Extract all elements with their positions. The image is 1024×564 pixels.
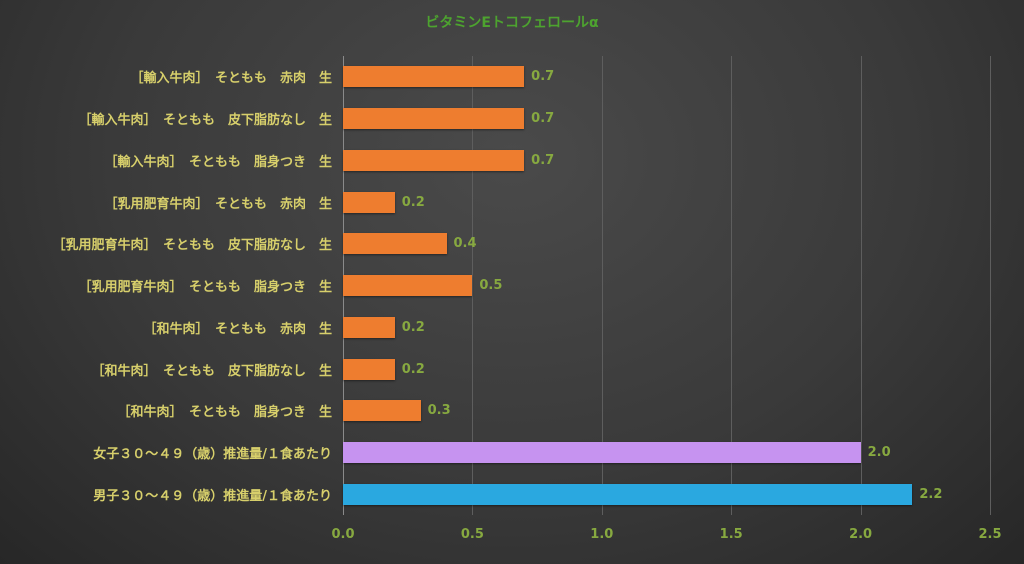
- bar: [343, 358, 395, 380]
- bar: [343, 441, 861, 463]
- category-label: ［和牛肉］ そともも 脂身つき 生: [117, 405, 332, 421]
- value-label: 0.7: [531, 152, 555, 168]
- bar-track: 0.3: [343, 390, 990, 432]
- bar-row: ［和牛肉］ そともも 皮下脂肪なし 生 0.2: [0, 348, 990, 390]
- x-tick-label: 2.0: [849, 527, 873, 542]
- gridline: [731, 56, 733, 515]
- bar: [343, 316, 395, 338]
- value-label: 0.2: [401, 194, 425, 210]
- category-label: ［輸入牛肉］ そともも 皮下脂肪なし 生: [78, 113, 332, 129]
- category-label: ［乳用肥育牛肉］ そともも 皮下脂肪なし 生: [52, 238, 332, 254]
- bar-row: ［乳用肥育牛肉］ そともも 赤肉 生 0.2: [0, 181, 990, 223]
- bar-row: ［輸入牛肉］ そともも 脂身つき 生 0.7: [0, 139, 990, 181]
- bar: [343, 400, 421, 422]
- value-label: 2.0: [867, 444, 891, 460]
- bar-track: 0.7: [343, 56, 990, 98]
- category-label: 女子３０～４９（歳）推進量/１食あたり: [93, 446, 332, 462]
- value-label: 0.5: [479, 278, 503, 294]
- chart-title: ビタミンEトコフェロールα: [425, 15, 599, 31]
- bar-track: 0.5: [343, 265, 990, 307]
- x-tick-label: 2.5: [978, 527, 1002, 542]
- bar: [343, 483, 913, 505]
- bar-row: ［輸入牛肉］ そともも 皮下脂肪なし 生 0.7: [0, 98, 990, 140]
- category-label: ［乳用肥育牛肉］ そともも 赤肉 生: [104, 196, 332, 212]
- x-tick-label: 0.0: [331, 527, 355, 542]
- bar: [343, 275, 473, 297]
- value-label: 2.2: [919, 486, 943, 502]
- bar: [343, 191, 395, 213]
- value-label: 0.3: [427, 403, 451, 419]
- category-label: 男子３０～４９（歳）推進量/１食あたり: [93, 488, 332, 504]
- x-axis: 0.0 0.5 1.0 1.5 2.0 2.5: [331, 527, 1001, 547]
- value-label: 0.7: [531, 111, 555, 127]
- category-label: ［輸入牛肉］ そともも 赤肉 生: [130, 71, 332, 87]
- bar-track: 2.2: [343, 473, 990, 515]
- value-label: 0.2: [401, 361, 425, 377]
- bar-row: ［乳用肥育牛肉］ そともも 皮下脂肪なし 生 0.4: [0, 223, 990, 265]
- category-label: ［和牛肉］ そともも 皮下脂肪なし 生: [91, 363, 332, 379]
- bar-track: 0.7: [343, 139, 990, 181]
- bar-track: 0.7: [343, 98, 990, 140]
- bar-track: 0.2: [343, 348, 990, 390]
- bar: [343, 66, 525, 88]
- gridline: [601, 56, 603, 515]
- bar-track: 0.4: [343, 223, 990, 265]
- value-label: 0.2: [401, 319, 425, 335]
- bar-track: 0.2: [343, 306, 990, 348]
- bar-row: 女子３０～４９（歳）推進量/１食あたり 2.0: [0, 432, 990, 474]
- bar-row: 男子３０～４９（歳）推進量/１食あたり 2.2: [0, 473, 990, 515]
- bar-row: ［乳用肥育牛肉］ そともも 脂身つき 生 0.5: [0, 265, 990, 307]
- bar-rows: ［輸入牛肉］ そともも 赤肉 生 0.7 ［輸入牛肉］ そともも 皮下脂肪なし …: [0, 56, 990, 515]
- bar: [343, 108, 525, 130]
- bar-track: 0.2: [343, 181, 990, 223]
- bar: [343, 149, 525, 171]
- x-tick-label: 1.0: [590, 527, 614, 542]
- gridline: [860, 56, 862, 515]
- x-tick-label: 1.5: [719, 527, 743, 542]
- category-label: ［乳用肥育牛肉］ そともも 脂身つき 生: [78, 280, 332, 296]
- x-tick-label: 0.5: [460, 527, 484, 542]
- bar-row: ［輸入牛肉］ そともも 赤肉 生 0.7: [0, 56, 990, 98]
- gridline: [472, 56, 474, 515]
- gridline: [990, 56, 991, 515]
- bar: [343, 233, 447, 255]
- bar-track: 2.0: [343, 432, 990, 474]
- category-label: ［和牛肉］ そともも 赤肉 生: [143, 321, 332, 337]
- value-label: 0.7: [531, 69, 555, 85]
- bar-row: ［和牛肉］ そともも 赤肉 生 0.2: [0, 306, 990, 348]
- category-label: ［輸入牛肉］ そともも 脂身つき 生: [104, 154, 332, 170]
- bar-row: ［和牛肉］ そともも 脂身つき 生 0.3: [0, 390, 990, 432]
- value-label: 0.4: [453, 236, 477, 252]
